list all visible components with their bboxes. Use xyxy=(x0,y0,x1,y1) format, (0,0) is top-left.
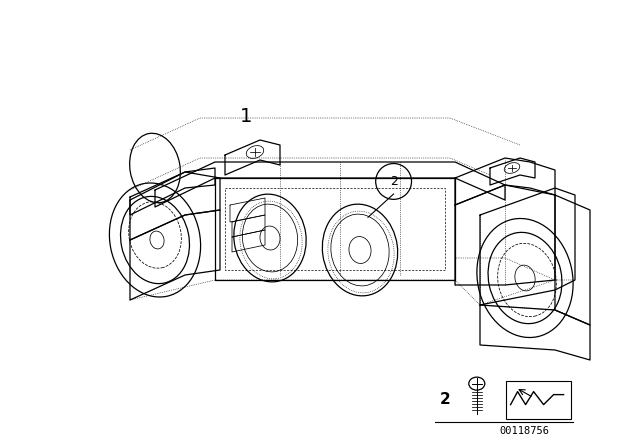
Bar xyxy=(506,381,571,418)
Text: 2: 2 xyxy=(390,175,397,188)
Text: 1: 1 xyxy=(240,107,253,126)
Text: 2: 2 xyxy=(440,392,450,407)
Text: 00118756: 00118756 xyxy=(500,426,550,436)
